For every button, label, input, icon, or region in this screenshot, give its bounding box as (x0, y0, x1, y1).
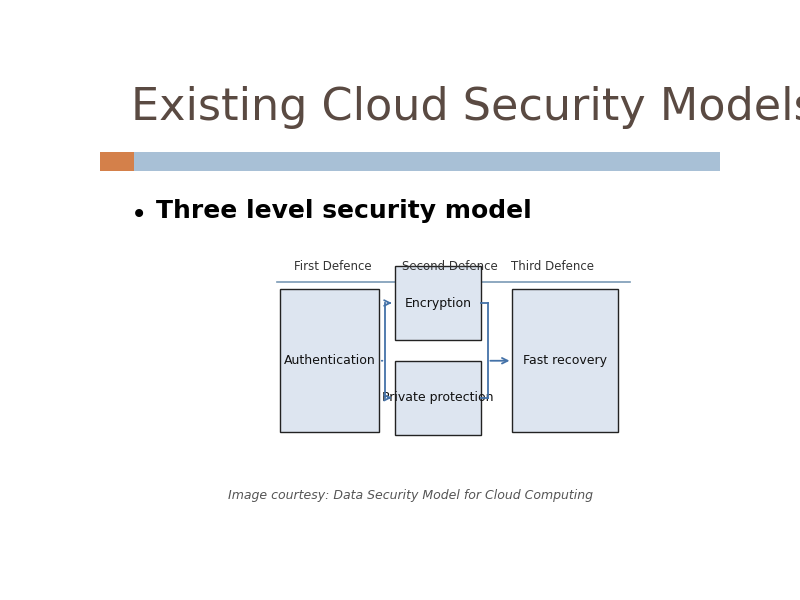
Bar (134, 152, 720, 172)
Bar (100, 152, 134, 172)
Text: Encryption: Encryption (404, 296, 471, 310)
Text: Second Defence: Second Defence (402, 260, 498, 273)
Text: Third Defence: Third Defence (511, 260, 594, 273)
Text: Private protection: Private protection (382, 391, 494, 404)
Bar (394, 361, 482, 434)
Text: Three level security model: Three level security model (156, 199, 531, 223)
Text: First Defence: First Defence (294, 260, 371, 273)
Text: Fast recovery: Fast recovery (523, 354, 607, 367)
Text: Authentication: Authentication (283, 354, 375, 367)
Text: Existing Cloud Security Models (2): Existing Cloud Security Models (2) (131, 86, 800, 129)
Text: Image courtesy: Data Security Model for Cloud Computing: Image courtesy: Data Security Model for … (227, 488, 593, 502)
Text: •: • (131, 202, 147, 229)
Bar (512, 289, 618, 433)
Bar (394, 266, 482, 340)
Bar (280, 289, 379, 433)
